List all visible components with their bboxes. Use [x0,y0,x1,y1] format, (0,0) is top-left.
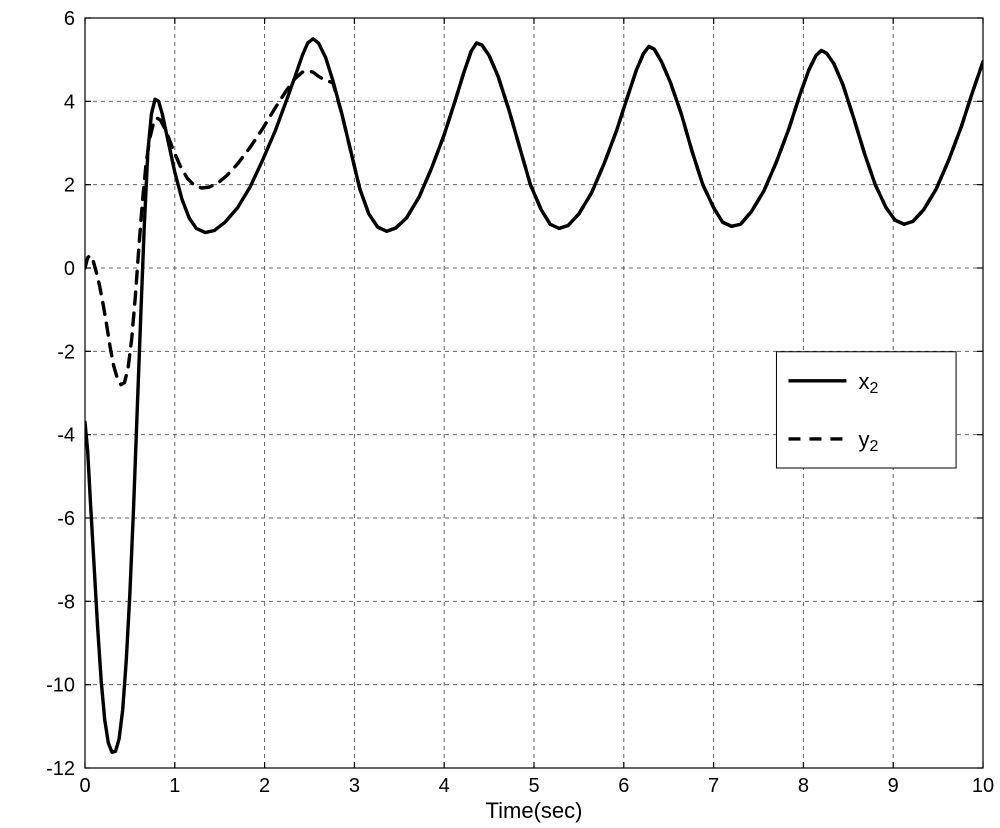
xtick-label: 1 [169,775,180,797]
xtick-label: 6 [618,775,629,797]
xaxis-title: Time(sec) [486,798,583,823]
xtick-label: 3 [349,775,360,797]
chart-container: 0 1 2 3 4 5 6 7 8 9 10 -12 -10 -8 -6 -4 -2 0 2 4 6 Time(sec) x… [0,0,1000,828]
xtick-label: 0 [79,775,90,797]
xtick-label: 4 [439,775,450,797]
ytick-label: -4 [57,425,75,447]
ytick-label: 6 [64,8,75,30]
xtick-label: 9 [888,775,899,797]
xtick-label: 10 [972,775,994,797]
xtick-label: 2 [259,775,270,797]
ytick-label: 2 [64,175,75,197]
xtick-label: 8 [798,775,809,797]
xtick-label: 5 [528,775,539,797]
xtick-label: 7 [708,775,719,797]
ytick-label: -10 [46,675,75,697]
line-chart: 0 1 2 3 4 5 6 7 8 9 10 -12 -10 -8 -6 -4 -2 0 2 4 6 Time(sec) x… [0,0,1000,828]
legend: x2y2 [776,352,956,468]
ytick-label: -12 [46,758,75,780]
ytick-label: -8 [57,591,75,613]
ytick-label: 4 [64,91,75,113]
ytick-label: -6 [57,508,75,530]
ytick-label: -2 [57,341,75,363]
ytick-label: 0 [64,258,75,280]
